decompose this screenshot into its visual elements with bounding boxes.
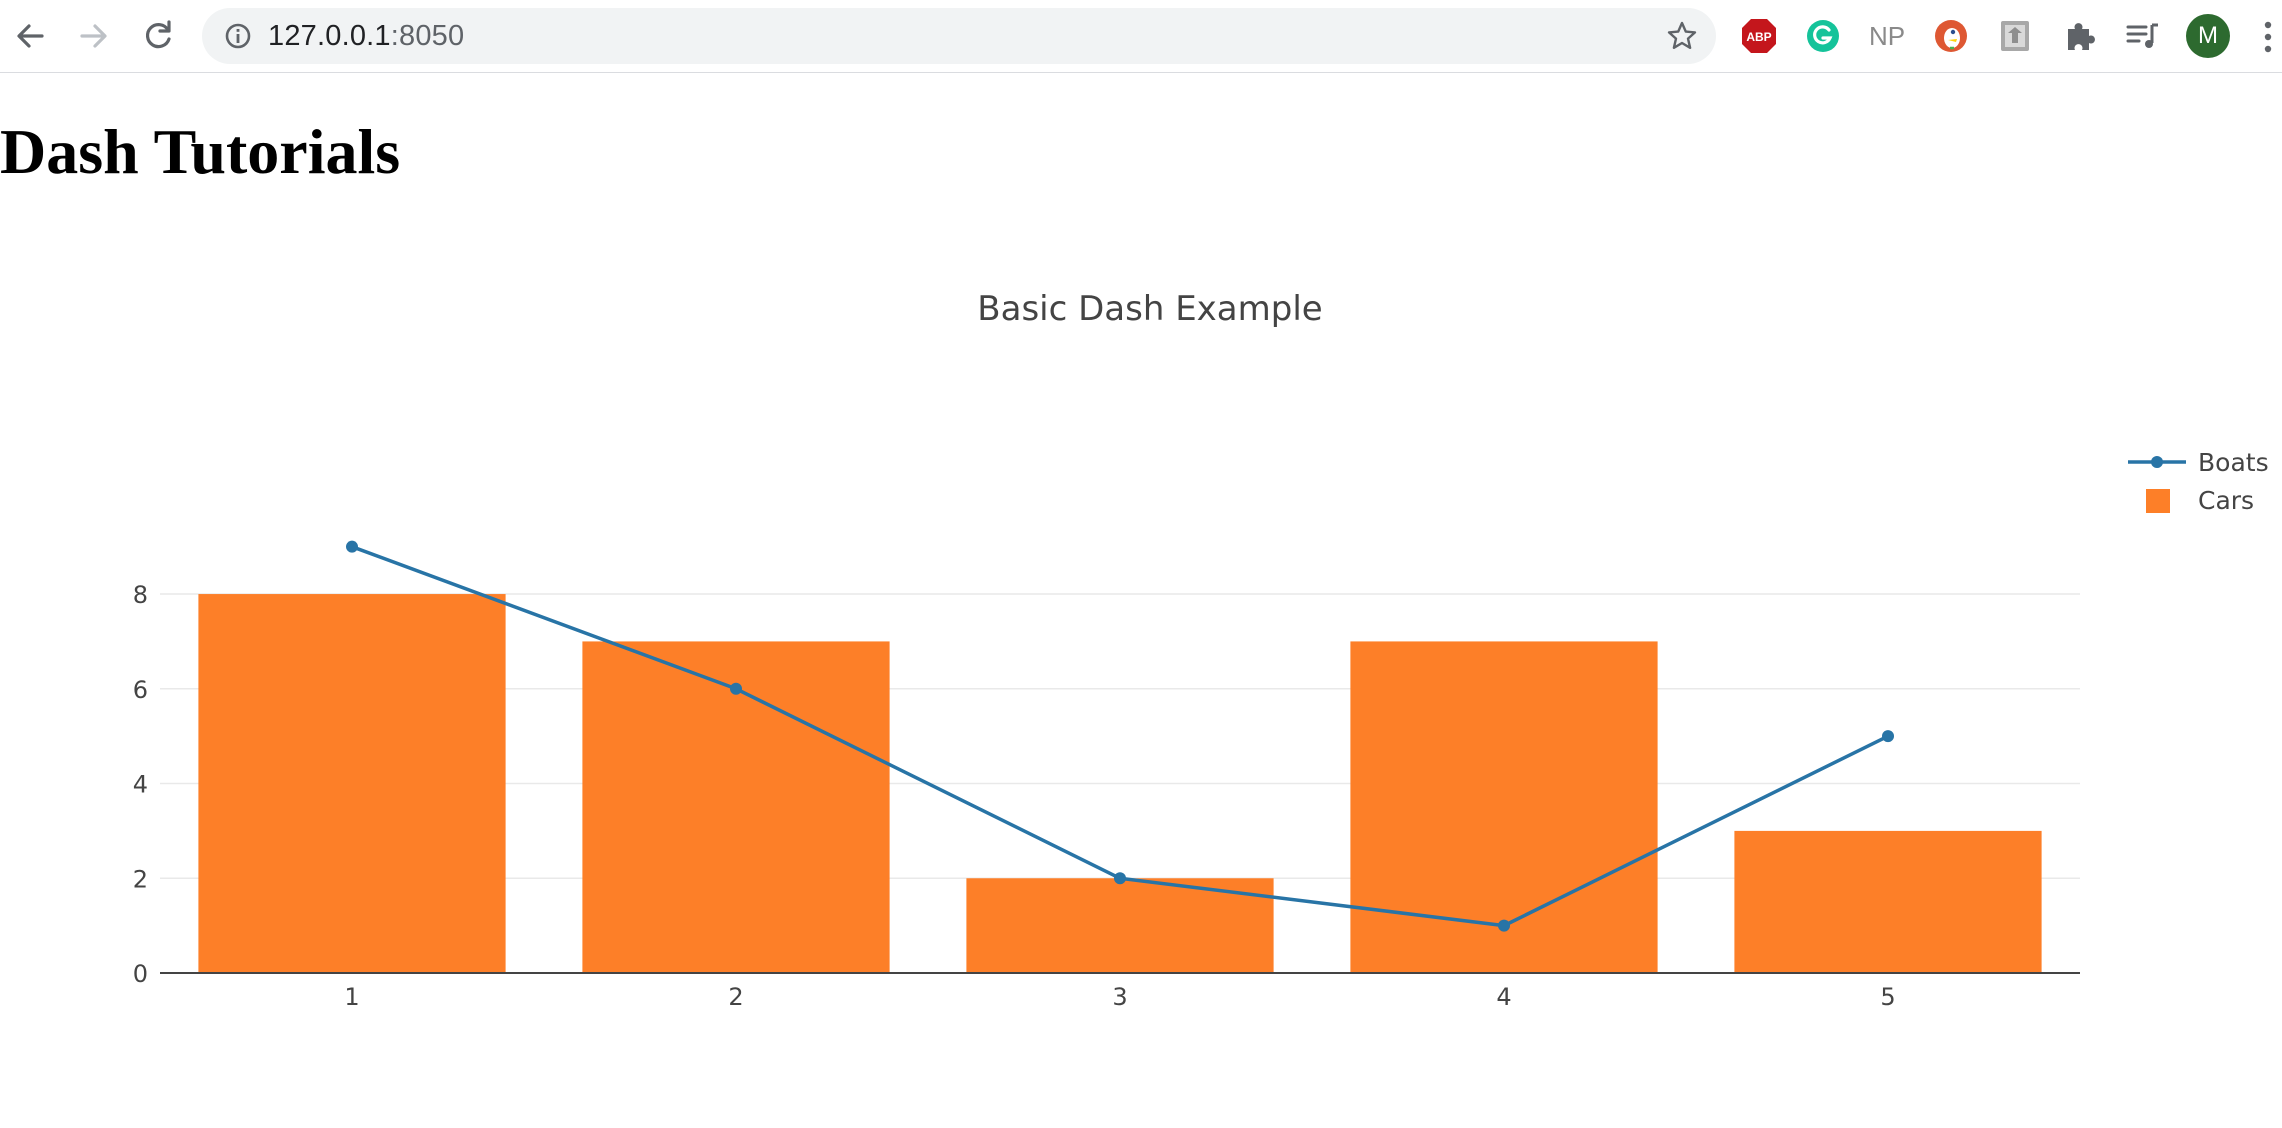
url-host: 127.0.0.1 bbox=[268, 20, 391, 52]
browser-toolbar: 127.0.0.1:8050 ABP NP M bbox=[0, 0, 2282, 73]
legend-cars-swatch bbox=[2146, 489, 2170, 513]
x-axis-ticks: 1 2 3 4 5 bbox=[344, 983, 1895, 1011]
reload-icon[interactable] bbox=[138, 16, 178, 56]
boats-point-3 bbox=[1114, 872, 1126, 885]
np-icon[interactable]: NP bbox=[1868, 17, 1906, 55]
cars-bars bbox=[198, 594, 2042, 973]
cars-bar-3 bbox=[966, 878, 1274, 973]
back-arrow-icon[interactable] bbox=[10, 16, 50, 56]
cars-bar-4 bbox=[1350, 641, 1658, 973]
y-axis-ticks: 0 2 4 6 8 bbox=[133, 581, 148, 988]
cars-bar-1 bbox=[198, 594, 506, 973]
bar-line-chart: Basic Dash Example 0 2 4 6 8 1 2 3 4 5 Boats Cars bbox=[133, 289, 2269, 1011]
address-bar[interactable]: 127.0.0.1:8050 bbox=[202, 8, 1716, 64]
y-tick-label: 4 bbox=[133, 771, 148, 799]
y-tick-label: 2 bbox=[133, 865, 148, 893]
puzzle-extensions-icon[interactable] bbox=[2060, 17, 2098, 55]
legend-cars-label: Cars bbox=[2198, 486, 2254, 515]
url-port: :8050 bbox=[390, 20, 465, 52]
boats-point-4 bbox=[1498, 919, 1510, 932]
page-title: Dash Tutorials bbox=[0, 116, 401, 187]
boats-point-1 bbox=[346, 540, 358, 553]
y-tick-label: 6 bbox=[133, 676, 148, 704]
media-queue-icon[interactable] bbox=[2124, 17, 2162, 55]
cars-bar-2 bbox=[582, 641, 890, 973]
clipboard-extension-icon[interactable] bbox=[1996, 17, 2034, 55]
boats-line bbox=[346, 540, 1894, 932]
x-tick-label: 1 bbox=[344, 983, 359, 1011]
y-tick-label: 8 bbox=[133, 581, 148, 609]
boats-point-5 bbox=[1882, 730, 1894, 743]
x-tick-label: 5 bbox=[1880, 983, 1895, 1011]
grammarly-icon[interactable] bbox=[1804, 17, 1842, 55]
x-tick-label: 3 bbox=[1112, 983, 1127, 1011]
profile-avatar[interactable]: M bbox=[2186, 14, 2230, 58]
site-info-icon[interactable] bbox=[222, 20, 254, 52]
forward-arrow-icon[interactable] bbox=[74, 16, 114, 56]
x-tick-label: 2 bbox=[728, 983, 743, 1011]
browser-menu-icon[interactable] bbox=[2262, 20, 2274, 54]
legend-boats-label: Boats bbox=[2198, 448, 2269, 477]
y-tick-label: 0 bbox=[133, 960, 148, 988]
duckduckgo-icon[interactable] bbox=[1932, 17, 1970, 55]
adblock-label: ABP bbox=[1746, 30, 1771, 44]
boats-point-2 bbox=[730, 682, 742, 695]
chart-title: Basic Dash Example bbox=[977, 289, 1322, 329]
url-text[interactable]: 127.0.0.1:8050 bbox=[268, 20, 464, 52]
legend-boats-marker bbox=[2151, 456, 2163, 468]
cars-bar-5 bbox=[1734, 830, 2042, 973]
adblock-plus-icon[interactable]: ABP bbox=[1740, 17, 1778, 55]
x-tick-label: 4 bbox=[1496, 983, 1511, 1011]
np-label: NP bbox=[1869, 21, 1905, 51]
chart-legend[interactable]: Boats Cars bbox=[2128, 448, 2269, 515]
bookmark-star-icon[interactable] bbox=[1666, 20, 1698, 52]
